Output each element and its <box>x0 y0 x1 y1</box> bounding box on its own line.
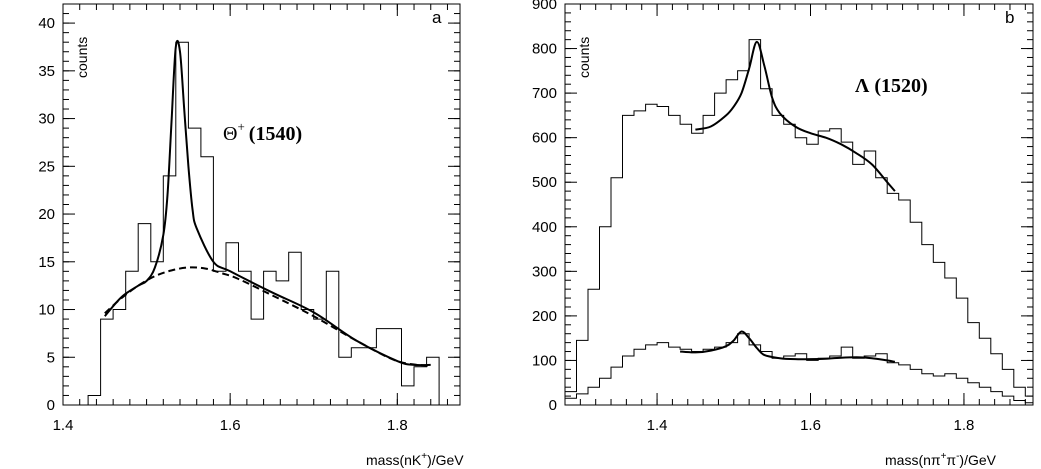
histogram-b-upper <box>564 39 1034 405</box>
y-tick-label: 900 <box>532 0 557 13</box>
x-tick-label: 1.6 <box>800 417 821 434</box>
plot-frame-a <box>62 3 461 406</box>
histogram-b-lower <box>564 333 1034 405</box>
y-tick-label: 500 <box>532 174 557 191</box>
y-tick-label: 10 <box>38 302 55 319</box>
y-tick-label: 200 <box>532 308 557 325</box>
panel-a: 0 5 10 15 20 25 30 35 40 1.4 1.6 1.8 counts a mass(… <box>38 3 464 468</box>
x-axis-label-b: mass(nπ+π-)/GeV <box>885 451 997 468</box>
y-tick-label: 800 <box>532 41 557 58</box>
y-tick-label: 15 <box>38 254 55 271</box>
y-tick-label: 5 <box>47 349 55 366</box>
x-tick-label: 1.8 <box>954 417 975 434</box>
panel-b: 0 100 200 300 400 500 600 700 800 900 1.4 1.6 1.8 co… <box>532 0 1034 468</box>
background-fit-curve <box>104 266 431 367</box>
y-axis-label-a: counts <box>74 37 90 78</box>
histogram-a <box>87 41 440 405</box>
upper-fit-curve <box>695 40 896 192</box>
x-axis-label-a: mass(nK+)/GeV <box>366 451 464 468</box>
lambda-annotation: Λ (1520) <box>855 75 928 97</box>
y-tick-label: 35 <box>38 63 55 80</box>
x-tick-label: 1.4 <box>53 417 74 434</box>
y-tick-label: 400 <box>532 219 557 236</box>
y-tick-label: 25 <box>38 158 55 175</box>
x-tick-label: 1.4 <box>647 417 668 434</box>
x-tick-label: 1.6 <box>220 417 241 434</box>
lower-fit-curve <box>680 330 896 363</box>
plot-frame-b <box>564 3 1034 406</box>
y-tick-label: 30 <box>38 111 55 128</box>
y-tick-label: 20 <box>38 206 55 223</box>
panel-letter-a: a <box>432 8 442 27</box>
y-tick-label: 300 <box>532 263 557 280</box>
y-tick-label: 0 <box>47 397 55 414</box>
y-tick-label: 700 <box>532 85 557 102</box>
y-tick-label: 0 <box>549 397 557 414</box>
signal-fit-curve <box>104 39 431 367</box>
y-axis-label-b: counts <box>576 37 592 78</box>
y-tick-label: 100 <box>532 352 557 369</box>
panel-letter-b: b <box>1005 8 1014 27</box>
y-tick-label: 40 <box>38 15 55 32</box>
y-tick-label: 600 <box>532 130 557 147</box>
theta-annotation: Θ+ (1540) <box>223 119 302 145</box>
x-tick-label: 1.8 <box>387 417 408 434</box>
